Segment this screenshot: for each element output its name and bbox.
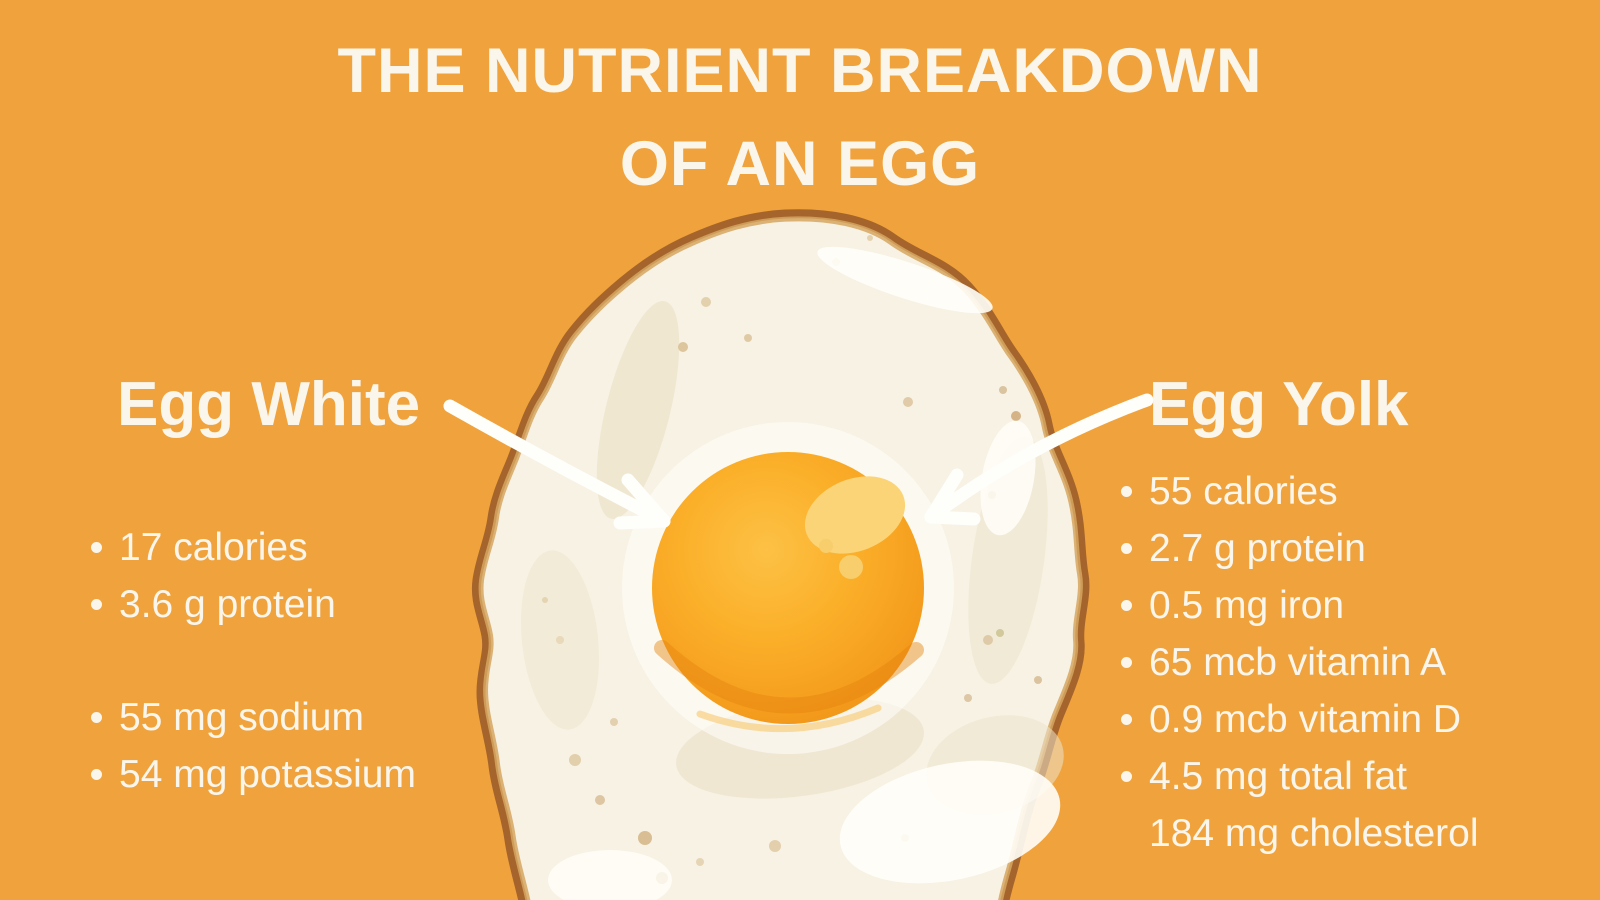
egg-yolk-nutrient-list: 55 calories 2.7 g protein 0.5 mg iron 65…: [1121, 463, 1479, 862]
nutrient-item-label: 65 mcb vitamin A: [1149, 641, 1446, 684]
nutrient-item: 55 calories: [1121, 463, 1479, 520]
bullet-icon: [91, 712, 102, 723]
egg-white-heading: Egg White: [117, 370, 421, 439]
nutrient-item: 3.6 g protein: [91, 576, 416, 633]
nutrient-item-label: 0.5 mg iron: [1149, 584, 1345, 627]
egg-yolk-shape: [652, 452, 924, 733]
bullet-icon: [1121, 714, 1132, 725]
nutrient-item-label: 55 calories: [1149, 470, 1338, 513]
egg-white-group-2: 55 mg sodium 54 mg potassium: [91, 689, 416, 803]
egg-yolk-arrow-icon: [924, 393, 1154, 526]
egg-white-nutrient-list: 17 calories 3.6 g protein 55 mg sodium 5…: [91, 519, 416, 803]
bullet-icon: [1121, 771, 1132, 782]
egg-white-arrow-icon: [443, 399, 671, 530]
page-title-line1: THE NUTRIENT BREAKDOWN: [337, 36, 1263, 106]
nutrient-item-footnote: 184 mg cholesterol: [1121, 805, 1479, 862]
nutrient-item: 55 mg sodium: [91, 689, 416, 746]
nutrient-item-label: 17 calories: [119, 526, 308, 569]
nutrient-item-label: 3.6 g protein: [119, 583, 336, 626]
nutrient-item-label: 2.7 g protein: [1149, 527, 1366, 570]
bullet-icon: [91, 769, 102, 780]
nutrient-item: 17 calories: [91, 519, 416, 576]
nutrient-item: 0.9 mcb vitamin D: [1121, 691, 1479, 748]
nutrient-item: 4.5 mg total fat: [1121, 748, 1479, 805]
bullet-icon: [91, 542, 102, 553]
nutrient-item-label: 55 mg sodium: [119, 696, 364, 739]
nutrient-item: 54 mg potassium: [91, 746, 416, 803]
bullet-icon: [1121, 657, 1132, 668]
bullet-icon: [1121, 543, 1132, 554]
nutrient-item-label: 54 mg potassium: [119, 753, 416, 796]
bullet-icon: [1121, 486, 1132, 497]
nutrient-item-label: 0.9 mcb vitamin D: [1149, 698, 1462, 741]
page-title: THE NUTRIENT BREAKDOWN OF AN EGG: [0, 25, 1600, 211]
egg-white-group-1: 17 calories 3.6 g protein: [91, 519, 416, 633]
nutrient-item-label: 184 mg cholesterol: [1149, 812, 1479, 855]
bullet-icon: [91, 599, 102, 610]
page-title-line2: OF AN EGG: [619, 129, 981, 199]
nutrient-item: 2.7 g protein: [1121, 520, 1479, 577]
nutrient-item: 0.5 mg iron: [1121, 577, 1479, 634]
egg-yolk-heading: Egg Yolk: [1149, 370, 1409, 439]
nutrient-item-label: 4.5 mg total fat: [1149, 755, 1407, 798]
nutrient-item: 65 mcb vitamin A: [1121, 634, 1479, 691]
bullet-icon: [1121, 600, 1132, 611]
